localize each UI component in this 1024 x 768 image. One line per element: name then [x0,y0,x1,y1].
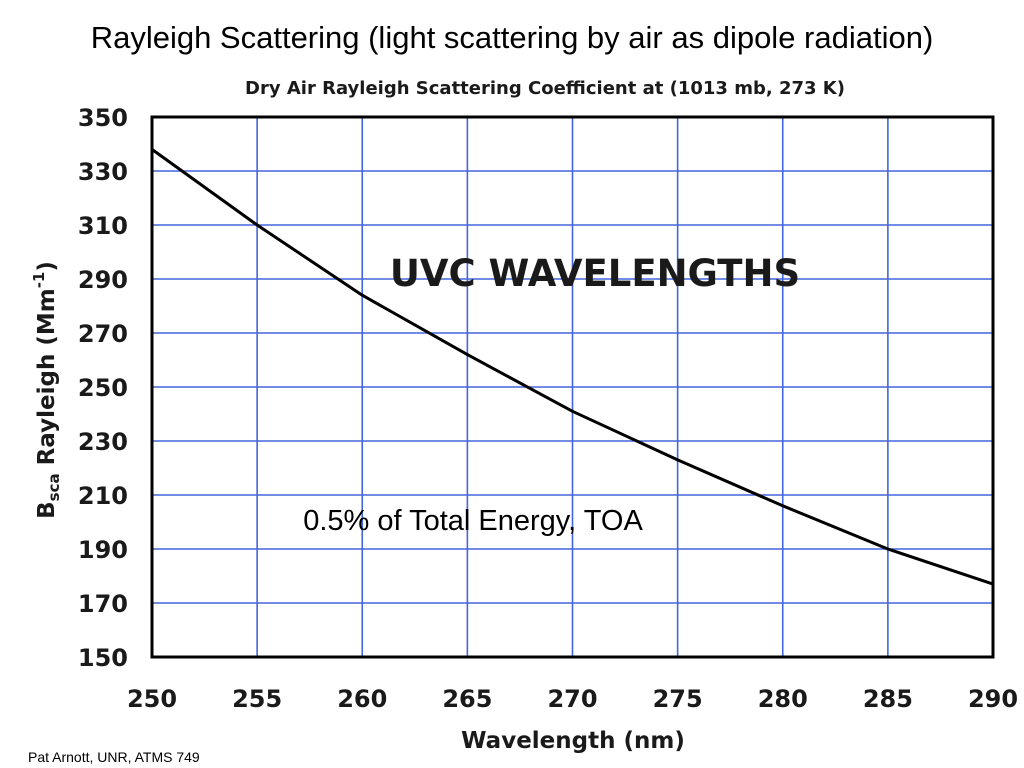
x-tick-label: 255 [232,685,282,713]
data-point [781,504,785,508]
x-tick-label: 260 [337,685,387,713]
data-point [991,582,995,586]
data-point [360,293,364,297]
slide-title: Rayleigh Scattering (light scattering by… [90,20,934,55]
y-tick-label: 290 [78,266,128,294]
data-point [150,147,154,151]
data-point [886,547,890,551]
data-point [571,409,574,413]
y-tick-label: 330 [78,158,128,186]
x-tick-label: 280 [758,685,808,713]
y-tick-label: 270 [78,320,128,348]
series-layer [150,147,995,586]
data-point [465,353,469,357]
x-tick-label: 250 [127,685,177,713]
footer-credit: Pat Arnott, UNR, ATMS 749 [28,749,200,765]
tick-labels: 250 255 260 265 270 275 280 285 290 150 170 190 210 2… [78,104,1018,713]
y-tick-label: 350 [78,104,128,132]
chart-title: Dry Air Rayleigh Scattering Coefficient … [245,78,845,99]
y-tick-label: 190 [78,536,128,564]
x-tick-label: 270 [547,685,597,713]
x-tick-label: 275 [653,685,703,713]
energy-annotation: 0.5% of Total Energy, TOA [303,505,643,537]
data-point [255,223,259,227]
y-axis-label: Bsca Rayleigh (Mm-1) [30,261,63,519]
grid-lines [151,116,994,658]
plot-frame [150,115,995,659]
x-tick-label: 265 [442,685,492,713]
uvc-annotation: UVC WAVELENGTHS [390,252,800,295]
y-tick-label: 150 [78,644,128,672]
data-point [676,458,680,462]
y-tick-label: 310 [78,212,128,240]
y-tick-label: 210 [78,482,128,510]
x-tick-label: 290 [968,685,1018,713]
x-tick-label: 285 [863,685,913,713]
y-tick-label: 170 [78,590,128,618]
y-tick-label: 230 [78,428,128,456]
y-tick-label: 250 [78,374,128,402]
x-axis-label: Wavelength (nm) [461,728,685,754]
